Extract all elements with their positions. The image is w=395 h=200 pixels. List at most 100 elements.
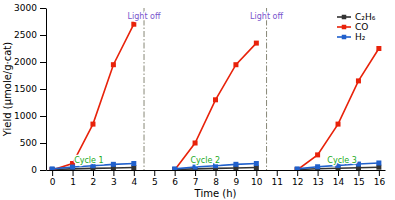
marker <box>376 46 381 51</box>
annotation: Cycle 2 <box>191 156 221 165</box>
legend-item: H₂ <box>337 32 366 42</box>
x-tick-mark <box>175 170 176 176</box>
x-tick-label: 12 <box>292 177 303 187</box>
y-tick-label: 0 <box>31 165 37 175</box>
x-tick-mark <box>297 170 298 176</box>
x-tick: 15 <box>353 170 364 187</box>
y-tick-label: 500 <box>20 138 37 148</box>
x-tick-label: 1 <box>70 177 76 187</box>
marker <box>50 166 55 170</box>
x-tick-label: 9 <box>234 177 240 187</box>
marker <box>356 78 361 83</box>
marker <box>315 164 320 169</box>
marker <box>254 41 259 46</box>
y-tick-mark <box>40 170 46 171</box>
x-tick-label: 0 <box>50 177 56 187</box>
x-tick-label: 10 <box>251 177 263 187</box>
legend-item: CO <box>337 22 368 32</box>
y-tick-mark <box>40 143 46 144</box>
x-tick-mark <box>318 170 319 176</box>
x-tick: 11 <box>272 170 283 187</box>
x-tick-label: 4 <box>131 177 137 187</box>
vertical-line <box>144 8 145 170</box>
x-tick: 16 <box>374 170 386 187</box>
x-tick-mark <box>338 170 339 176</box>
legend-marker <box>342 15 347 20</box>
plot-area <box>50 8 382 170</box>
annotations: Cycle 1Cycle 2Cycle 3Light offLight off <box>74 12 357 165</box>
x-tick-mark <box>93 170 94 176</box>
marker <box>111 62 116 67</box>
chart: 0123456789101112131415160500100015002000… <box>0 0 395 200</box>
x-tick: 1 <box>70 170 76 187</box>
x-tick: 6 <box>172 170 178 187</box>
x-tick: 5 <box>152 170 158 187</box>
y-tick-label: 2000 <box>14 57 37 67</box>
y-tick: 2000 <box>14 57 46 67</box>
legend-marker <box>342 25 347 30</box>
vertical-line <box>266 8 267 170</box>
annotation: Cycle 1 <box>74 156 104 165</box>
x-tick-mark <box>134 170 135 176</box>
x-tick: 8 <box>213 170 219 187</box>
x-tick: 4 <box>131 170 137 187</box>
x-tick-label: 14 <box>333 177 345 187</box>
annotation: Light off <box>128 12 161 21</box>
x-tick-label: 16 <box>374 177 386 187</box>
x-tick-label: 3 <box>111 177 117 187</box>
x-tick: 10 <box>251 170 263 187</box>
y-axis-title: Yield (μmole/g·cat) <box>2 42 13 137</box>
x-tick-label: 6 <box>172 177 178 187</box>
legend-label: C₂H₆ <box>355 12 376 22</box>
marker <box>131 22 136 27</box>
x-tick: 2 <box>91 170 97 187</box>
x-tick: 3 <box>111 170 117 187</box>
y-tick-mark <box>40 89 46 90</box>
x-tick-mark <box>236 170 237 176</box>
x-tick-mark <box>52 170 53 176</box>
marker <box>376 160 381 165</box>
x-tick: 14 <box>333 170 345 187</box>
x-tick: 12 <box>292 170 303 187</box>
marker <box>315 152 320 157</box>
x-tick-mark <box>379 170 380 176</box>
marker <box>172 167 177 170</box>
x-tick-label: 7 <box>193 177 199 187</box>
marker <box>295 167 300 170</box>
legend-label: H₂ <box>355 32 366 42</box>
series-line <box>52 24 379 170</box>
marker <box>70 165 75 170</box>
x-tick-label: 15 <box>353 177 364 187</box>
y-axis-line <box>46 9 47 171</box>
x-tick-label: 11 <box>272 177 283 187</box>
y-tick: 2500 <box>14 30 46 40</box>
y-tick-mark <box>40 8 46 9</box>
marker <box>50 167 55 170</box>
x-tick-mark <box>256 170 257 176</box>
marker <box>295 166 300 170</box>
x-tick: 13 <box>312 170 323 187</box>
x-tick-mark <box>113 170 114 176</box>
y-tick-mark <box>40 35 46 36</box>
x-tick-mark <box>277 170 278 176</box>
x-tick-mark <box>154 170 155 176</box>
x-tick-label: 8 <box>213 177 219 187</box>
marker <box>233 62 238 67</box>
x-tick: 7 <box>193 170 199 187</box>
y-tick-label: 2500 <box>14 30 37 40</box>
x-tick: 9 <box>234 170 240 187</box>
marker <box>336 122 341 127</box>
marker <box>172 166 177 170</box>
y-tick-label: 1500 <box>14 84 37 94</box>
annotation: Light off <box>250 12 283 21</box>
x-axis: 012345678910111213141516 <box>47 170 386 187</box>
y-tick-label: 3000 <box>14 3 37 13</box>
marker <box>193 141 198 146</box>
y-tick: 1500 <box>14 84 46 94</box>
x-tick-label: 5 <box>152 177 158 187</box>
x-tick-mark <box>216 170 217 176</box>
legend-item: C₂H₆ <box>337 12 376 22</box>
marker <box>213 97 218 102</box>
y-axis: 050010001500200025003000 <box>14 3 46 175</box>
marker <box>233 162 238 167</box>
